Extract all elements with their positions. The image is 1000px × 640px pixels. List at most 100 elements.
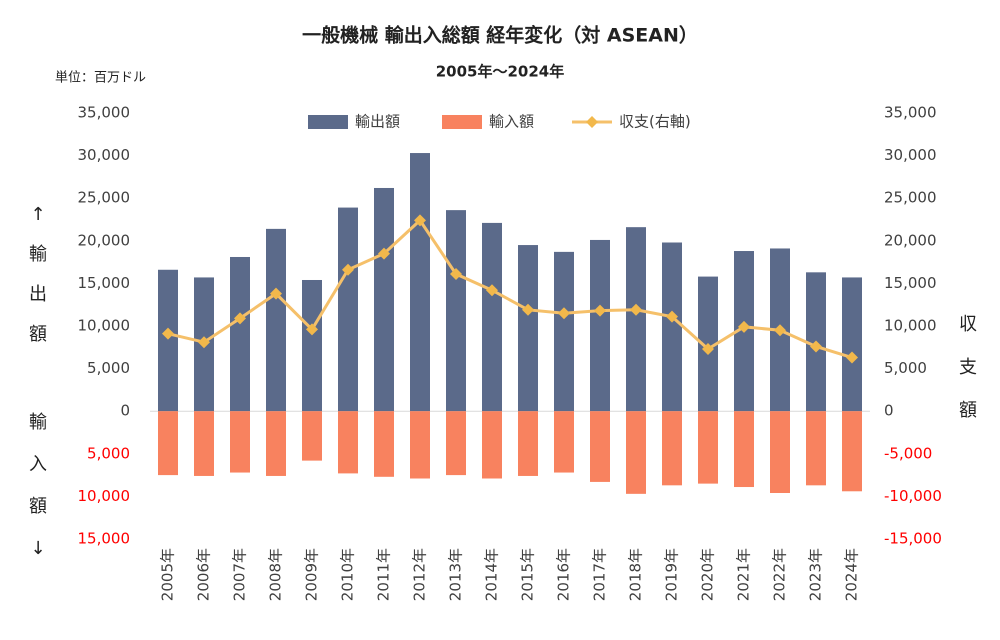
y2-tick-label: 5,000 xyxy=(884,359,927,377)
line-marker xyxy=(486,284,498,297)
line-marker xyxy=(846,351,858,364)
x-tick-label: 2006年 xyxy=(195,548,213,601)
bar xyxy=(734,411,754,488)
x-tick-label: 2016年 xyxy=(555,548,573,601)
x-tick-label: 2021年 xyxy=(735,548,753,601)
x-tick-label: 2009年 xyxy=(303,548,321,601)
bar xyxy=(266,411,286,476)
chart-subtitle: 2005年～2024年 xyxy=(436,63,565,81)
bar xyxy=(482,222,502,412)
y2-tick-label: 0 xyxy=(884,402,894,420)
line-marker xyxy=(450,268,462,281)
bar xyxy=(374,411,394,477)
line-marker xyxy=(774,324,786,337)
y2-tick-label: 15,000 xyxy=(884,274,937,292)
bar xyxy=(158,269,178,412)
x-tick-label: 2008年 xyxy=(267,548,285,601)
legend-label: 輸入額 xyxy=(489,113,534,131)
bar xyxy=(374,187,394,412)
x-tick-label: 2017年 xyxy=(591,548,609,601)
y2-tick-label: -5,000 xyxy=(884,444,932,462)
legend-swatch xyxy=(586,116,598,128)
unit-label: 単位：百万ドル xyxy=(55,70,146,86)
y-tick-label: 10,000 xyxy=(78,487,131,505)
bar xyxy=(158,411,178,476)
bar xyxy=(770,411,790,493)
chart-title: 一般機械 輸出入総額 経年変化（対 ASEAN） xyxy=(302,24,698,47)
bar xyxy=(410,411,430,479)
x-tick-label: 2005年 xyxy=(159,548,177,601)
line-marker xyxy=(594,304,606,317)
x-tick-label: 2007年 xyxy=(231,548,249,601)
line-marker xyxy=(342,263,354,276)
y2-tick-label: 35,000 xyxy=(884,104,937,122)
line-marker xyxy=(558,307,570,320)
bar xyxy=(230,256,250,412)
bar xyxy=(518,245,538,412)
line-marker xyxy=(630,303,642,316)
line-marker xyxy=(378,247,390,260)
bar xyxy=(338,207,358,412)
y2-tick-label: -15,000 xyxy=(884,530,942,548)
bar xyxy=(446,210,466,412)
bar xyxy=(446,411,466,476)
bar xyxy=(698,411,718,484)
legend-swatch xyxy=(442,115,482,129)
line-marker xyxy=(306,323,318,336)
bar xyxy=(230,411,250,473)
y-tick-label: 10,000 xyxy=(78,317,131,335)
axis-title: 輸入額↓ xyxy=(29,412,47,559)
bar xyxy=(194,411,214,476)
line xyxy=(167,218,853,359)
y-tick-label: 0 xyxy=(120,402,130,420)
y2-tick-label: 20,000 xyxy=(884,231,937,249)
axis-title: ↑輸出額 xyxy=(29,204,47,345)
bar xyxy=(590,411,610,482)
bar xyxy=(626,411,646,494)
bar xyxy=(410,153,430,412)
y-tick-label: 5,000 xyxy=(87,444,130,462)
bar xyxy=(482,411,502,479)
y2-tick-label: 25,000 xyxy=(884,189,937,207)
x-tick-label: 2020年 xyxy=(699,548,717,601)
line-marker xyxy=(162,327,174,340)
x-tick-label: 2014年 xyxy=(483,548,501,601)
bar xyxy=(302,411,322,461)
bar xyxy=(662,242,682,412)
line-marker xyxy=(666,310,678,323)
line-marker xyxy=(234,312,246,325)
bar xyxy=(518,411,538,476)
bar xyxy=(662,411,682,486)
line-marker xyxy=(270,287,282,300)
x-tick-label: 2018年 xyxy=(627,548,645,601)
y2-tick-label: 30,000 xyxy=(884,146,937,164)
line-marker xyxy=(738,320,750,333)
x-tick-label: 2015年 xyxy=(519,548,537,601)
y-tick-label: 15,000 xyxy=(78,530,131,548)
line-marker xyxy=(810,340,822,353)
line-marker xyxy=(414,214,426,227)
x-tick-label: 2013年 xyxy=(447,548,465,601)
legend-swatch xyxy=(308,115,348,129)
bar xyxy=(842,277,862,412)
y2-tick-label: -10,000 xyxy=(884,487,942,505)
line-marker xyxy=(702,343,714,356)
y-tick-label: 5,000 xyxy=(87,359,130,377)
bar xyxy=(842,411,862,492)
y2-tick-label: 10,000 xyxy=(884,317,937,335)
y-tick-label: 25,000 xyxy=(78,189,131,207)
x-tick-label: 2010年 xyxy=(339,548,357,601)
y-tick-label: 35,000 xyxy=(78,104,131,122)
x-tick-label: 2011年 xyxy=(375,548,393,601)
bar xyxy=(338,411,358,474)
x-tick-label: 2022年 xyxy=(771,548,789,601)
y-tick-label: 30,000 xyxy=(78,146,131,164)
y-tick-label: 15,000 xyxy=(78,274,131,292)
x-tick-label: 2012年 xyxy=(411,548,429,601)
x-tick-label: 2023年 xyxy=(807,548,825,601)
axis-title: 収支額 xyxy=(959,314,977,421)
line-marker xyxy=(198,336,210,349)
bar xyxy=(626,227,646,412)
bar xyxy=(302,279,322,412)
